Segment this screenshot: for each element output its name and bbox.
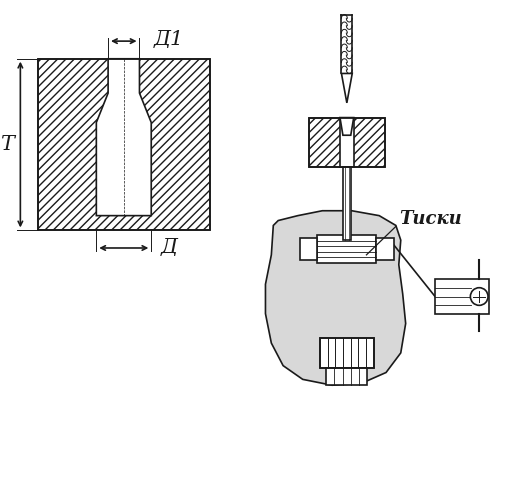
Text: Д: Д <box>160 239 177 257</box>
Bar <box>38 59 209 230</box>
Polygon shape <box>265 211 405 385</box>
Bar <box>376 238 393 260</box>
Bar <box>299 238 317 260</box>
Bar <box>326 368 366 385</box>
Polygon shape <box>340 118 353 135</box>
Text: Д1: Д1 <box>154 30 184 49</box>
Bar <box>308 118 384 167</box>
Bar <box>342 167 350 240</box>
Text: Т: Т <box>0 135 14 154</box>
Bar <box>340 118 353 167</box>
Bar <box>38 59 209 230</box>
Bar <box>434 279 488 314</box>
Polygon shape <box>341 73 352 103</box>
Bar <box>319 338 373 368</box>
Bar <box>308 118 384 167</box>
Polygon shape <box>96 59 151 216</box>
Bar <box>317 235 376 263</box>
Circle shape <box>469 288 487 305</box>
Text: Тиски: Тиски <box>398 209 461 228</box>
Bar <box>319 338 373 368</box>
